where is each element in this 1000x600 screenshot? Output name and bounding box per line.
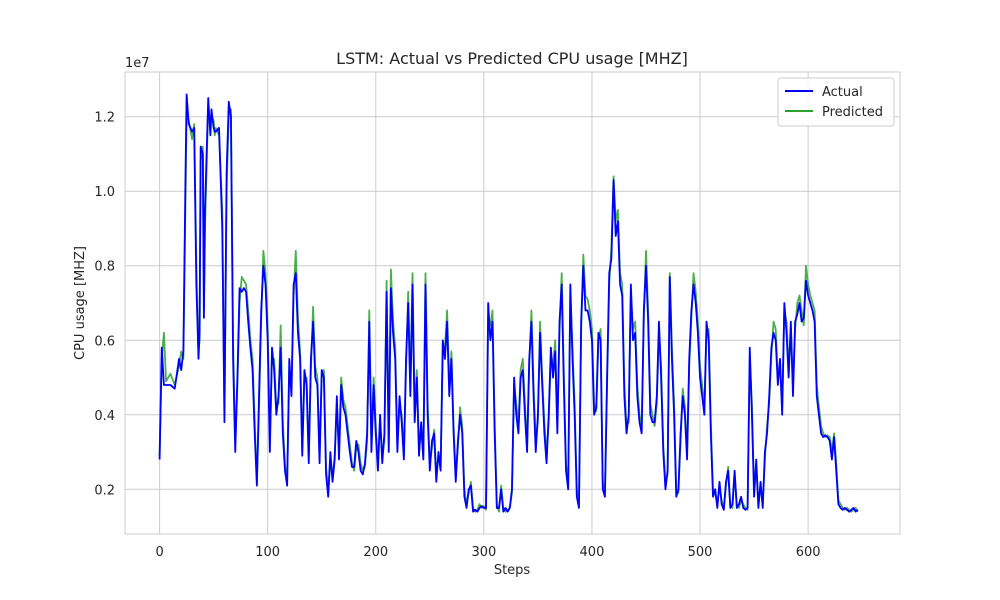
legend: Actual Predicted (777, 77, 895, 127)
x-tick-label: 300 (471, 545, 496, 560)
x-axis-label: Steps (494, 563, 531, 578)
grid (125, 72, 900, 534)
x-tick-label: 600 (796, 545, 821, 560)
plot-area: 0 100 200 300 400 500 600 0.2 0.4 0.6 0.8 1.0 1.2 (94, 71, 901, 560)
tick-labels: 0 100 200 300 400 500 600 0.2 0.4 0.6 0.8 1.0 1.2 (94, 111, 820, 560)
series-group (158, 93, 859, 513)
series-line-actual (158, 93, 859, 513)
y-tick-label: 0.6 (94, 334, 115, 349)
y-axis-offset-label: 1e7 (125, 56, 150, 71)
y-tick-label: 0.4 (94, 409, 115, 424)
y-tick-label: 0.8 (94, 260, 115, 275)
x-tick-label: 400 (580, 545, 605, 560)
x-tick-label: 200 (363, 545, 388, 560)
x-tick-label: 100 (255, 545, 280, 560)
y-axis-label: CPU usage [MHZ] (73, 246, 88, 360)
legend-label-actual: Actual (822, 85, 863, 100)
chart-title: LSTM: Actual vs Predicted CPU usage [MHZ… (336, 49, 688, 68)
y-tick-label: 1.2 (94, 111, 115, 126)
x-tick-label: 500 (688, 545, 713, 560)
y-tick-label: 1.0 (94, 185, 115, 200)
x-tick-label: 0 (155, 545, 163, 560)
legend-label-predicted: Predicted (822, 105, 883, 120)
y-tick-label: 0.2 (94, 483, 115, 498)
